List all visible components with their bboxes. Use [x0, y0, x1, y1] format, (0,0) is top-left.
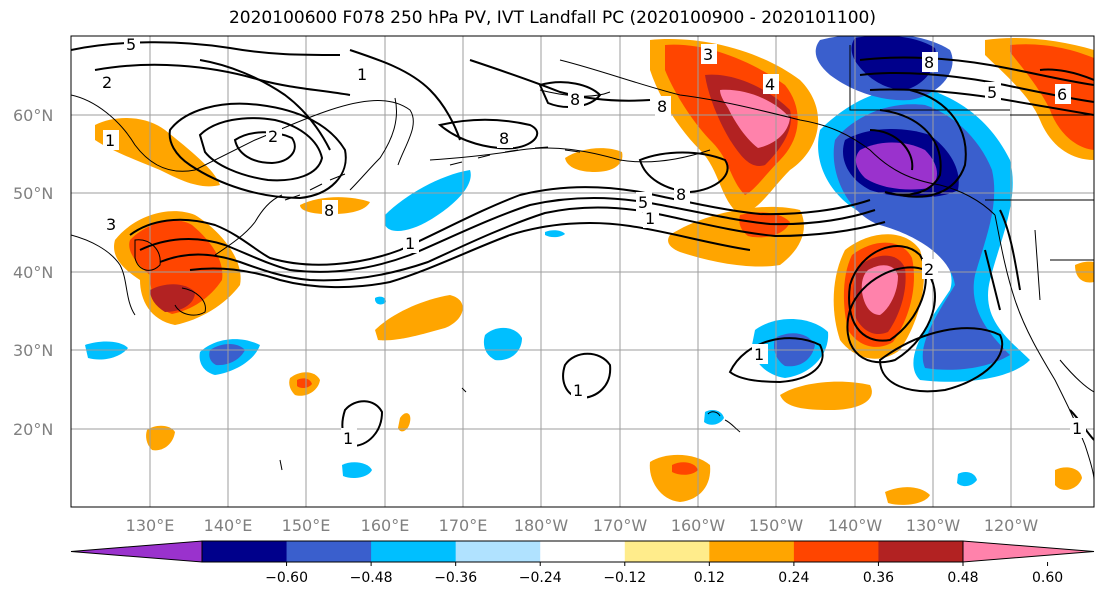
- negative-anomaly-west-edge: [85, 341, 128, 360]
- contour-label: 8: [324, 201, 334, 220]
- colorbar-swatch: [540, 541, 626, 562]
- colorbar-extend-low: [70, 540, 203, 563]
- contour-label: 5: [638, 193, 648, 212]
- contour-label: 8: [924, 53, 934, 72]
- lon-label: 130°W: [906, 516, 961, 535]
- contour-label: 3: [106, 215, 116, 234]
- colorbar-swatch: [709, 541, 795, 562]
- negative-anomaly-gulf-alaska-peak: [855, 142, 937, 190]
- colorbar-frame: [201, 540, 964, 563]
- positive-anomaly-alaska-peak: [720, 89, 790, 148]
- contour-label: 4: [765, 75, 775, 94]
- pv-contours: [71, 41, 1094, 448]
- negative-anomaly-bering-core: [851, 36, 936, 90]
- contour-label: 1: [405, 234, 415, 253]
- colorbar-tick-label: −0.60: [265, 570, 308, 586]
- lat-label-20n: 20°N: [13, 420, 53, 439]
- lon-label: 170°W: [593, 516, 648, 535]
- contour-label: 2: [268, 127, 278, 146]
- positive-anomaly-hawaii-north: [780, 381, 872, 410]
- contour-label: 1: [343, 429, 353, 448]
- contour-label: 5: [987, 83, 997, 102]
- lat-label-50n: 50°N: [13, 184, 53, 203]
- lon-label: 160°E: [361, 516, 410, 535]
- colorbar-extend-high: [962, 540, 1095, 563]
- contour-label: 6: [1057, 85, 1067, 104]
- colorbar-swatch: [624, 541, 710, 562]
- negative-anomaly-kuril: [385, 170, 471, 232]
- contour-label: 1: [357, 65, 367, 84]
- positive-anomaly-ne-corner-inner: [1010, 44, 1094, 150]
- coastlines: [71, 45, 1094, 481]
- colorbar-swatch: [878, 541, 964, 562]
- contour-label: 2: [924, 260, 934, 279]
- positive-anomaly-ne-pacific-peak: [861, 265, 898, 315]
- negative-anomaly-tropical-f: [957, 472, 977, 487]
- contour-label: 1: [1072, 419, 1082, 438]
- positive-anomaly-tropical-a-core: [672, 462, 698, 475]
- map-frame: [70, 35, 1095, 508]
- colorbar-tick-label: 0.60: [1032, 570, 1063, 586]
- colorbar-tick-label: 0.24: [778, 570, 809, 586]
- contour-label: 8: [570, 90, 580, 109]
- negative-anomaly-tropical-d: [342, 462, 372, 478]
- positive-anomaly-east-edge: [1055, 467, 1082, 490]
- positive-anomaly-se-corner: [885, 487, 930, 505]
- positive-anomaly-bering-patch: [565, 148, 623, 172]
- positive-anomaly-tropical-g: [398, 413, 411, 432]
- lon-label: 140°E: [204, 516, 253, 535]
- colorbar-tick-label: 0.36: [863, 570, 894, 586]
- colorbar-swatch: [793, 541, 879, 562]
- contour-label: 8: [499, 129, 509, 148]
- positive-anomaly-subtropical-a: [375, 295, 463, 341]
- contour-label: 1: [645, 209, 655, 228]
- lon-label: 140°W: [828, 516, 883, 535]
- positive-anomaly-central-pacific-core: [739, 212, 790, 238]
- longitude-labels: 130°E 140°E 150°E 160°E 170°E 180°W 170°…: [126, 516, 1039, 535]
- lon-label: 130°E: [126, 516, 175, 535]
- colorbar-tick-label: −0.12: [603, 570, 646, 586]
- negative-anomaly-tropical-i: [375, 296, 386, 305]
- lon-label: 150°W: [749, 516, 804, 535]
- colorbar-tick-label: 0.12: [694, 570, 725, 586]
- contour-label: 2: [102, 73, 112, 92]
- contour-label: 5: [126, 35, 136, 54]
- colorbar-tick-label: −0.24: [519, 570, 562, 586]
- colorbar-tick-label: −0.36: [434, 570, 477, 586]
- colorbar-swatch: [371, 541, 457, 562]
- negative-anomaly-subtropical-a: [483, 327, 522, 361]
- negative-anomaly-tropical-h: [545, 230, 565, 238]
- contour-label: 1: [105, 131, 115, 150]
- lon-label: 160°W: [671, 516, 726, 535]
- lon-label: 150°E: [282, 516, 331, 535]
- contour-label: 1: [754, 345, 764, 364]
- lon-label: 180°W: [514, 516, 569, 535]
- positive-anomaly-nw-corner: [95, 118, 220, 187]
- colorbar-tick-labels: −0.60 −0.48 −0.36 −0.24 −0.12 0.12 0.24 0.36 0.4…: [265, 562, 1063, 586]
- latitude-labels: 20°N 30°N 40°N 50°N 60°N: [13, 106, 53, 439]
- lon-label: 120°W: [984, 516, 1039, 535]
- colorbar-swatch: [286, 541, 372, 562]
- contour-label: 8: [676, 185, 686, 204]
- map-title: 2020100600 F078 250 hPa PV, IVT Landfall…: [228, 8, 876, 28]
- contour-label: 3: [703, 45, 713, 64]
- negative-anomaly-subtropical-b-core: [209, 344, 245, 366]
- positive-anomaly-japan-core: [150, 284, 195, 312]
- contour-label: 8: [657, 97, 667, 116]
- colorbar-swatch: [202, 541, 288, 562]
- graticule: [71, 36, 1094, 507]
- positive-anomaly-tropical-c-core: [297, 378, 312, 389]
- colorbar: [70, 540, 1095, 563]
- contour-label-layer: 5 2 1 2 1 8 8 8 1 8 5 1 4 3: [100, 35, 1086, 448]
- lon-label: 170°E: [439, 516, 488, 535]
- lat-label-40n: 40°N: [13, 263, 53, 282]
- lat-label-60n: 60°N: [13, 106, 53, 125]
- positive-anomaly-tropical-b: [146, 425, 175, 451]
- colorbar-tick-label: −0.48: [350, 570, 393, 586]
- colorbar-tick-label: 0.48: [947, 570, 978, 586]
- colorbar-swatch: [455, 541, 541, 562]
- lat-label-30n: 30°N: [13, 341, 53, 360]
- contour-label: 1: [573, 381, 583, 400]
